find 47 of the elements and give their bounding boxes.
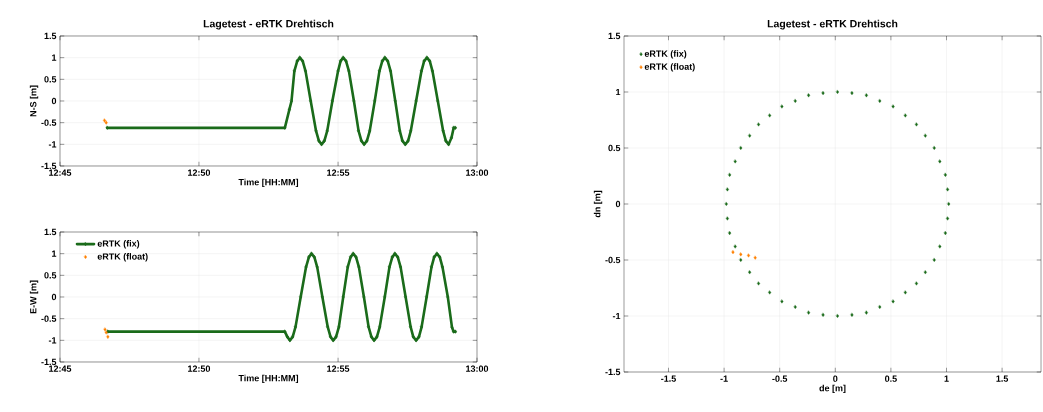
x-tick-label: 0.5 (885, 375, 897, 382)
y-tick-label: 1.5 (44, 32, 57, 40)
y-tick-label: 1 (52, 250, 57, 257)
x-tick-label: 12:45 (49, 365, 72, 372)
y-tick-label: -0.5 (41, 315, 57, 322)
y-tick-label: -1.5 (41, 358, 57, 366)
y-tick-label: 0.5 (608, 144, 621, 152)
y-tick-label: 1.5 (608, 32, 621, 40)
y-tick-label: -0.5 (41, 119, 57, 126)
y-tick-label: 0 (615, 200, 621, 208)
x-axis-title: de [m] (819, 384, 846, 394)
y-axis-title: dn [m] (593, 190, 603, 218)
legend-label: eRTK (float) (97, 253, 148, 262)
x-tick-label: 12:50 (188, 365, 211, 372)
y-tick-label: -1.5 (41, 162, 57, 170)
legend-label: eRTK (fix) (644, 50, 687, 59)
x-tick-label: 12:45 (49, 169, 72, 176)
chart-title: Lagetest - eRTK Drehtisch (767, 19, 898, 30)
chart-title: Lagetest - eRTK Drehtisch (203, 19, 334, 30)
x-tick-label: -0.5 (772, 375, 788, 382)
x-axis-title: Time [HH:MM] (238, 178, 299, 188)
x-tick-label: 12:50 (188, 169, 211, 176)
x-tick-label: 12:55 (327, 169, 350, 176)
x-tick-label: -1 (720, 375, 728, 382)
y-tick-label: -1 (48, 337, 57, 344)
y-tick-label: 1 (52, 54, 57, 61)
y-tick-label: 0.5 (44, 272, 57, 279)
x-tick-label: 12:55 (327, 365, 350, 372)
y-tick-label: -0.5 (605, 256, 621, 264)
y-tick-label: 0 (51, 97, 57, 105)
y-tick-label: -1 (48, 141, 57, 148)
x-tick-label: 1.5 (996, 375, 1009, 382)
x-axis-title: Time [HH:MM] (238, 374, 299, 384)
x-tick-label: 13:00 (466, 365, 489, 372)
y-tick-label: 0 (51, 293, 57, 301)
y-axis-title: N-S [m] (29, 85, 39, 117)
x-tick-label: 13:00 (466, 169, 489, 176)
y-axis-title: E-W [m] (29, 280, 39, 314)
legend-label: eRTK (fix) (97, 240, 140, 249)
y-tick-label: -1 (612, 312, 621, 320)
y-tick-label: 0.5 (44, 76, 57, 83)
x-tick-label: 0 (833, 375, 838, 382)
legend-label: eRTK (float) (644, 63, 695, 72)
y-tick-label: 1.5 (44, 228, 57, 236)
x-tick-label: -1.5 (661, 375, 676, 382)
y-tick-label: 1 (616, 88, 621, 96)
x-tick-label: 1 (944, 375, 949, 382)
